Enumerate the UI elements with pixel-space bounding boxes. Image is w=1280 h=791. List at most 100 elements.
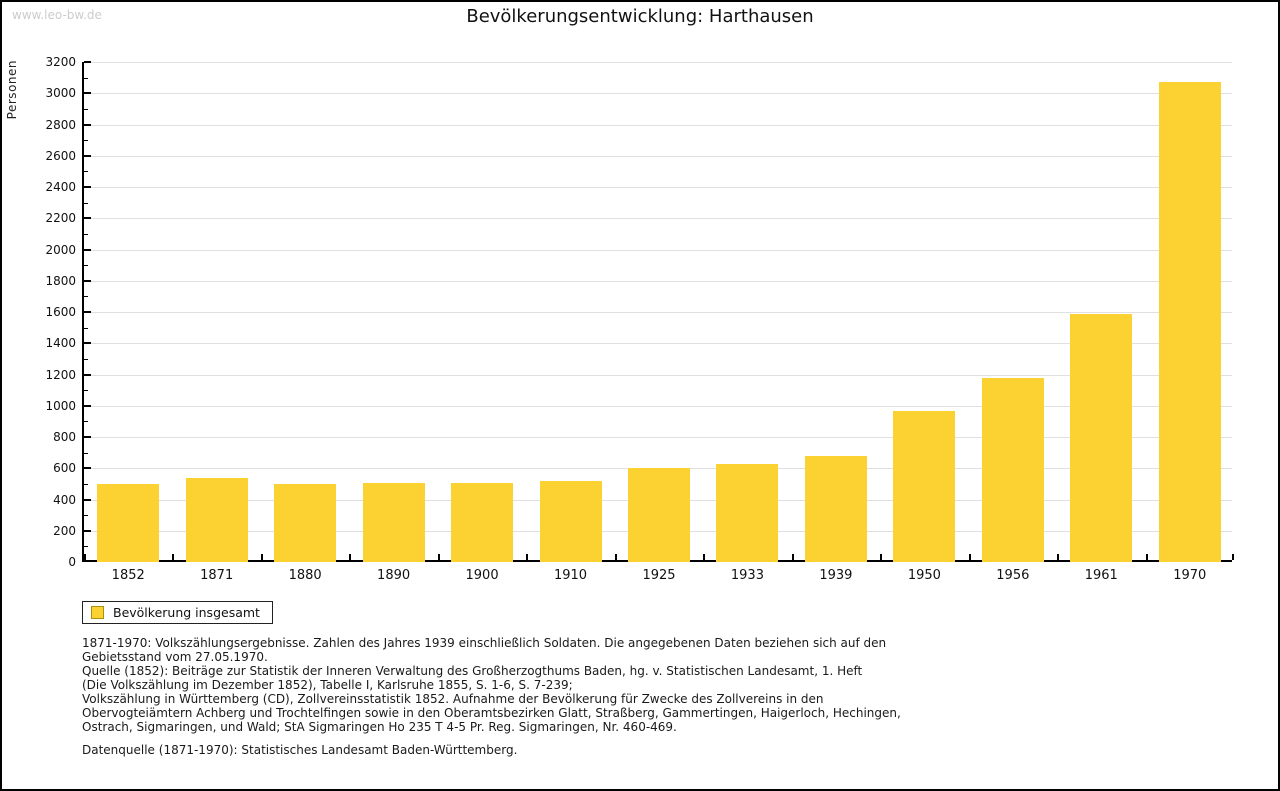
bar-1961 [1070,313,1133,562]
x-boundary-tick [703,554,706,560]
y-major-tick [84,154,91,157]
footnote-lines: 1871-1970: Volkszählungsergebnisse. Zahl… [82,636,962,734]
gridline [84,218,1232,220]
y-minor-tick [84,296,88,298]
y-major-tick [84,436,91,438]
x-tick-label: 1961 [1084,568,1118,583]
y-tick-label: 2000 [45,242,76,257]
y-major-tick [84,529,91,532]
y-tick-label: 200 [53,523,76,538]
y-tick-label: 2400 [45,180,76,194]
y-major-tick [84,217,91,220]
y-tick-label: 2200 [45,211,76,226]
y-tick-label: 1600 [45,305,76,319]
x-tick-label: 1925 [642,568,676,583]
x-tick-label: 1939 [819,568,853,583]
gridline [84,312,1232,313]
y-major-tick [84,373,91,376]
x-tick-label: 1880 [288,568,322,583]
y-minor-tick [84,108,88,110]
y-minor-tick [84,358,88,360]
x-boundary-tick [1232,554,1234,560]
y-minor-tick [84,327,88,329]
y-minor-tick [84,515,88,517]
page-title: Bevölkerungsentwicklung: Harthausen [466,6,814,27]
y-tick-label: 400 [53,492,76,507]
y-tick-label: 3000 [45,86,76,101]
x-boundary-tick [349,554,352,560]
x-boundary-tick [172,554,175,560]
y-tick-label: 600 [53,461,76,476]
gridline [84,374,1232,376]
gridline [84,405,1232,407]
y-minor-tick [84,77,88,79]
y-major-tick [84,404,91,407]
y-minor-tick [84,483,88,485]
x-tick-label: 1956 [996,568,1030,583]
x-boundary-tick [1057,554,1060,560]
bar-1890 [362,483,425,562]
y-major-tick [84,279,91,282]
bar-1925 [628,468,690,562]
gridline [84,62,1232,63]
bar-1871 [185,478,248,562]
y-major-tick [84,342,91,345]
bar-1900 [451,483,514,562]
x-tick-label: 1970 [1173,568,1207,583]
gridline [84,249,1232,251]
bar-1880 [274,483,337,562]
y-minor-tick [84,202,88,204]
y-minor-tick [84,390,88,392]
bar-1939 [804,455,867,562]
y-tick-label: 800 [53,430,76,444]
y-tick-label: 3200 [45,55,76,69]
y-minor-tick [84,265,88,267]
gridline [84,187,1232,188]
gridline [84,343,1232,345]
y-major-tick [84,248,91,251]
bar-1970 [1158,82,1221,562]
y-minor-tick [84,140,88,142]
y-tick-label: 2800 [45,117,76,132]
y-minor-tick [84,546,88,548]
legend-swatch-icon [91,605,104,619]
y-minor-tick [84,233,88,235]
y-major-tick [84,467,91,470]
x-tick-label: 1871 [200,568,234,583]
footnote-line: Volkszählung in Württemberg (CD), Zollve… [82,692,824,706]
x-boundary-tick [84,554,86,560]
y-major-tick [84,123,91,126]
bar-1933 [716,464,779,562]
y-tick-label: 1000 [45,398,76,413]
footnote-line: 1871-1970: Volkszählungsergebnisse. Zahl… [82,636,887,650]
plot-area: 0 200 400 600 800 1000 1200 1400 1600 1800 2000 220… [45,55,1234,583]
y-tick-label: 1800 [45,273,76,288]
footnote-line: Obervogteiämtern Achberg und Trochtelfin… [82,706,901,720]
bar-1852 [97,483,160,562]
gridline [84,280,1232,282]
legend-box: Bevölkerung insgesamt [82,601,273,624]
y-tick-label: 2600 [45,148,76,163]
x-boundary-tick [791,554,794,560]
datasource-line: Datenquelle (1871-1970): Statistisches L… [82,743,518,757]
footnote-line: (Die Volkszählung im Dezember 1852), Tab… [82,678,573,692]
x-tick-label: 1890 [377,568,411,583]
footnotes: 1871-1970: Volkszählungsergebnisse. Zahl… [82,636,962,757]
x-boundary-tick [1145,554,1148,560]
x-tick-label: 1852 [111,568,145,583]
x-boundary-tick [260,554,263,560]
x-tick-label: 1910 [553,568,588,583]
y-major-tick [84,61,91,63]
gridline [84,437,1232,438]
footnote-line: Ostrach, Sigmaringen, und Wald; StA Sigm… [82,720,677,734]
y-major-tick [84,311,91,313]
y-minor-tick [84,452,88,454]
x-boundary-tick [880,554,883,560]
bar-1910 [539,480,602,562]
x-tick-label: 1950 [907,568,941,583]
y-minor-tick [84,171,88,173]
x-boundary-tick [968,554,971,560]
x-boundary-tick [437,554,440,560]
watermark-leo-bw: www.leo-bw.de [12,8,102,22]
